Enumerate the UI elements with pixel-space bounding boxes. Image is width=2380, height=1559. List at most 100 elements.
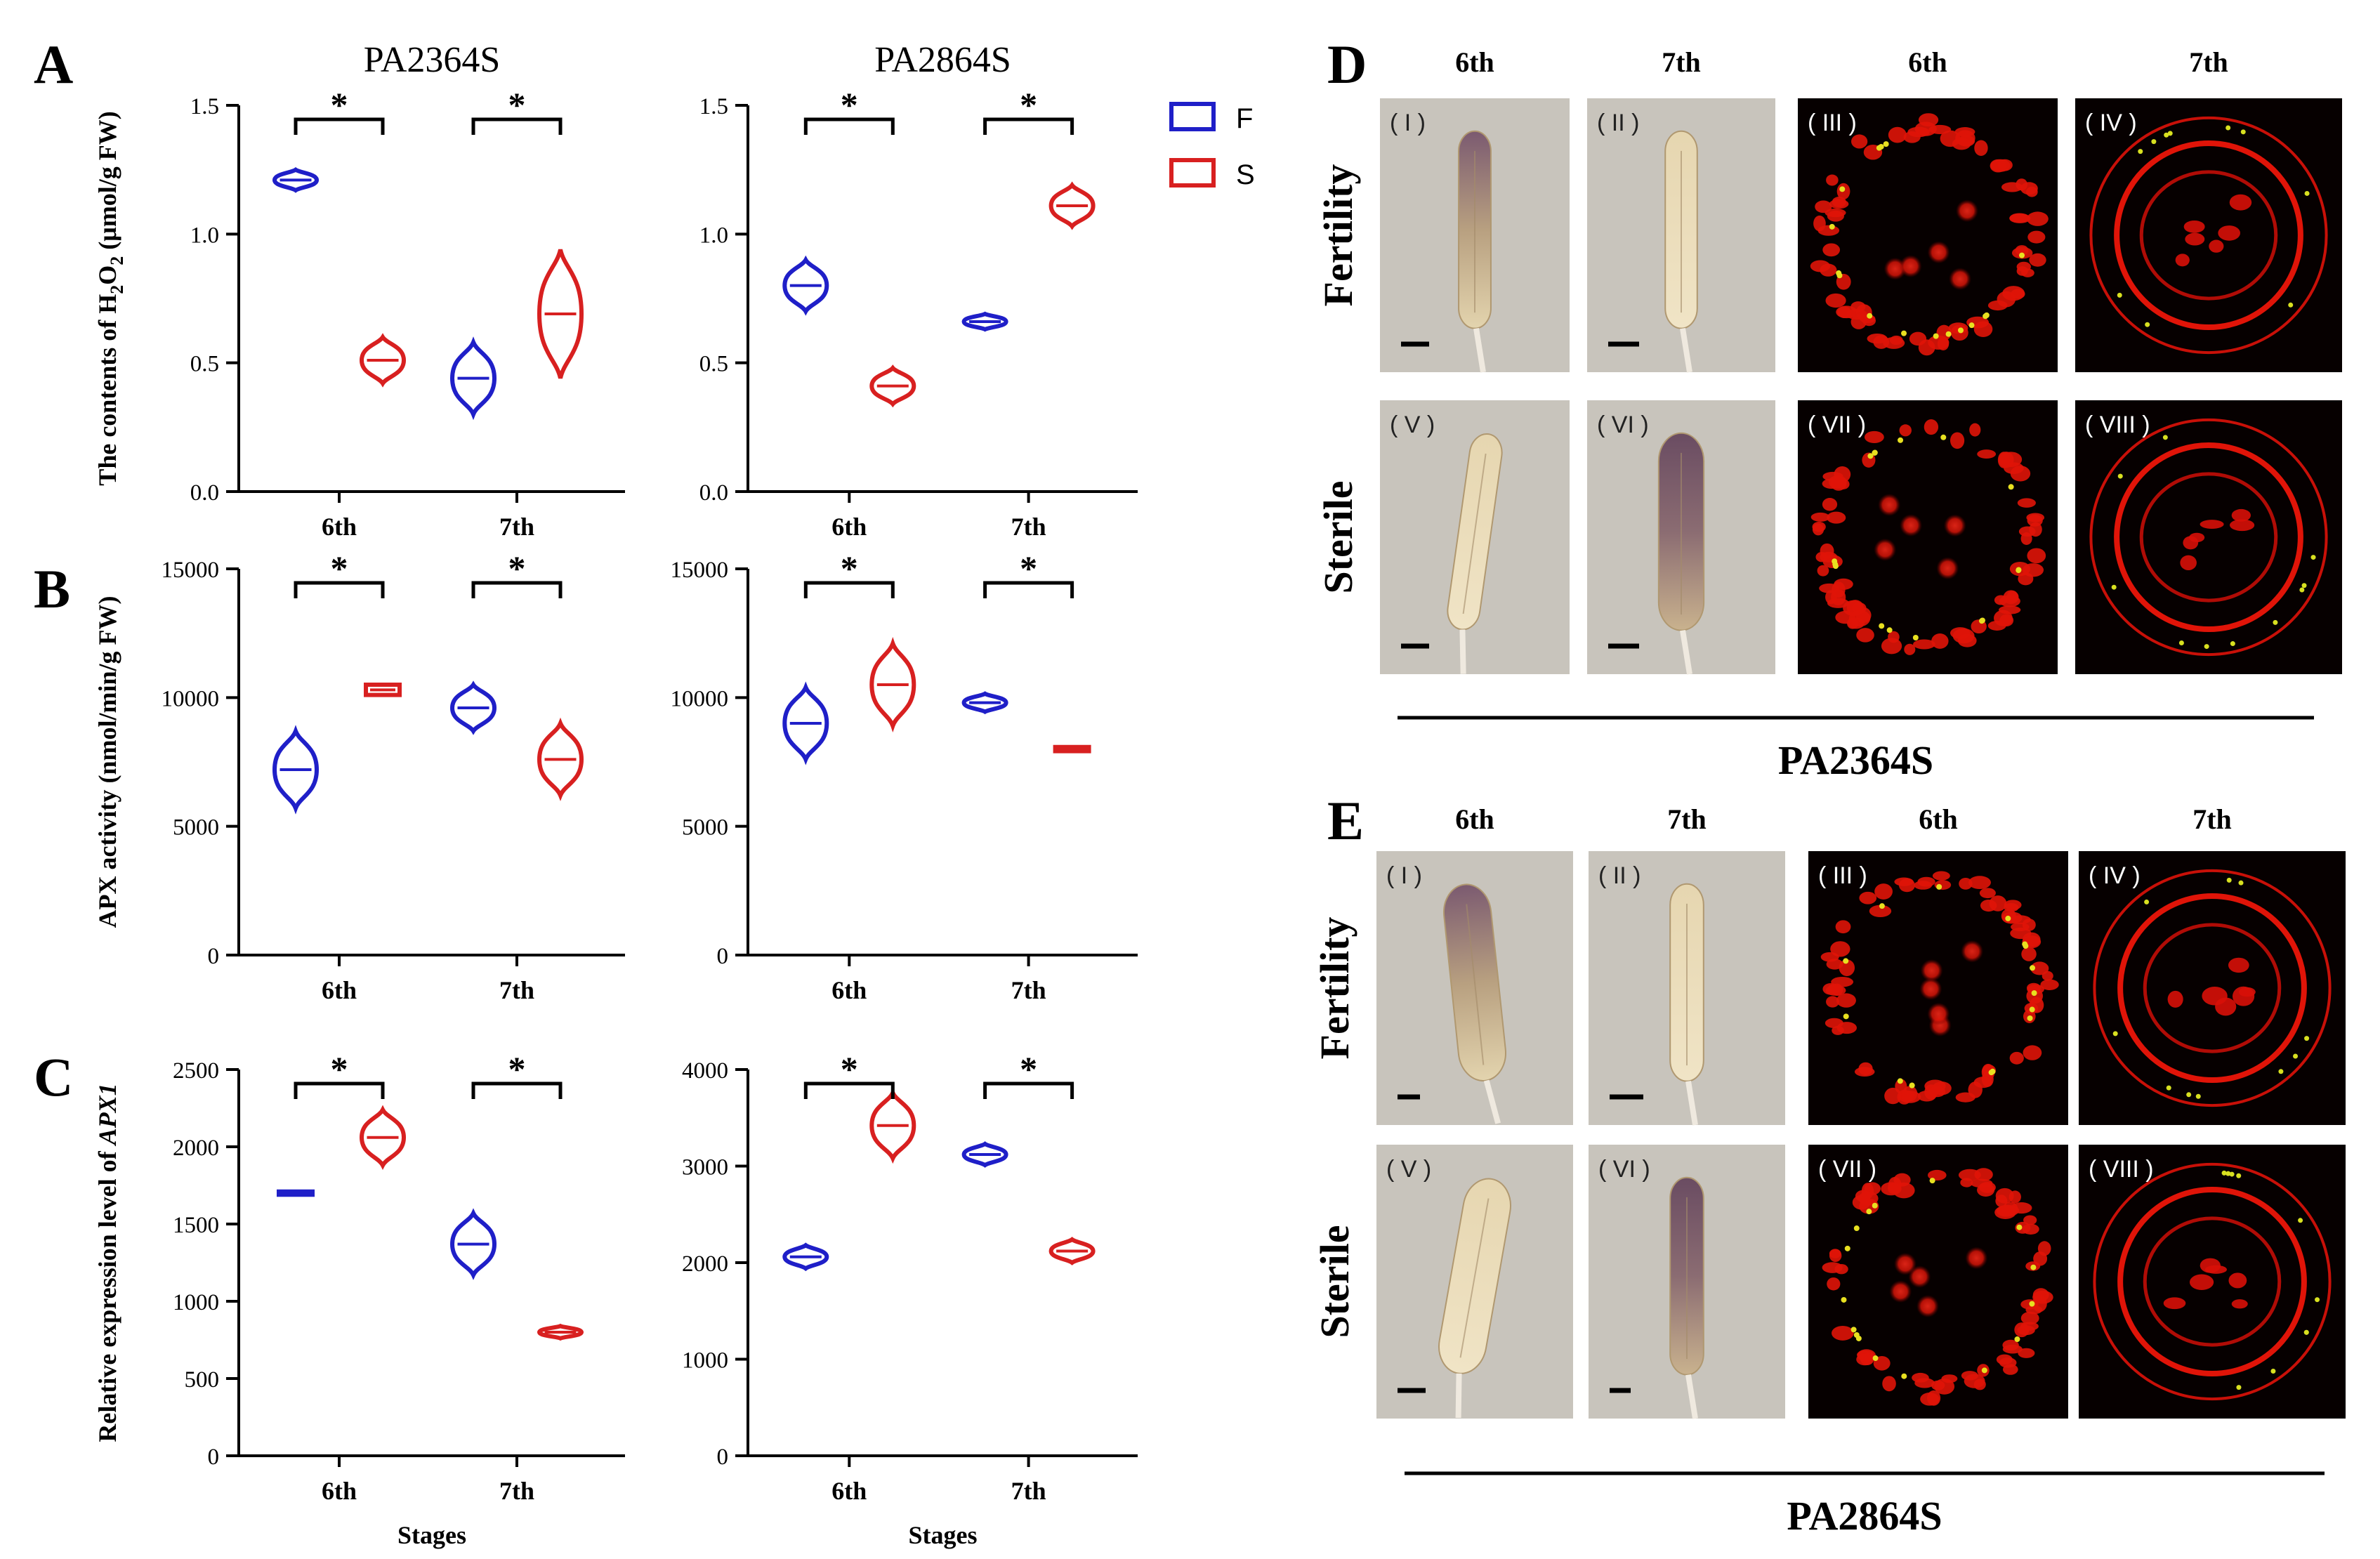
row-label-sterile: Sterile xyxy=(1315,480,1361,593)
chart-title: PA2864S xyxy=(874,40,1011,80)
micrograph-tile: ( III ) xyxy=(1808,851,2068,1125)
y-tick-label: 1000 xyxy=(682,1348,728,1374)
significance-bracket xyxy=(471,581,563,598)
tile-label: ( V ) xyxy=(1390,412,1435,438)
micrograph-tile: ( VII ) xyxy=(1808,1145,2068,1419)
violin-f xyxy=(782,1242,829,1272)
y-tick-label: 0.0 xyxy=(190,480,219,506)
violin-f xyxy=(449,1208,497,1280)
y-tick-label: 5000 xyxy=(682,815,728,841)
panel-letter-a: A xyxy=(34,34,73,95)
significance-star: * xyxy=(1020,1049,1037,1088)
x-tick-label: 7th xyxy=(1011,976,1046,1004)
x-axis-label: Stages xyxy=(397,1521,466,1549)
x-tick-label: 7th xyxy=(1011,1477,1046,1505)
y-tick-label: 10000 xyxy=(671,686,729,711)
x-tick-label: 7th xyxy=(499,1477,534,1505)
chart-apx1-expression-pa2864s: 0 1000 2000 3000 4000 6th 7th Stages * * xyxy=(682,1049,1138,1549)
image-panel-e: 6th 7th 6th 7th Fertility Sterile ( I ) ( II ) (… xyxy=(1312,803,2346,1539)
significance-star: * xyxy=(331,548,348,588)
anther xyxy=(1657,432,1705,675)
column-header: 6th xyxy=(1908,46,1947,78)
micrograph-tile: ( I ) xyxy=(1376,851,1573,1125)
chart-title: PA2364S xyxy=(364,40,501,80)
anther xyxy=(1447,433,1503,674)
panel-letter-b: B xyxy=(34,558,70,619)
panel-letter-d: D xyxy=(1327,34,1367,95)
significance-bracket xyxy=(803,1081,895,1099)
micrograph-tile: ( V ) xyxy=(1380,400,1570,674)
legend-label-f: F xyxy=(1236,103,1253,134)
significance-bracket xyxy=(294,117,385,135)
micrograph-tile: ( VI ) xyxy=(1587,400,1775,675)
y-tick-label: 2000 xyxy=(682,1251,728,1277)
row-label-fertility: Fertility xyxy=(1312,917,1357,1060)
micrograph-tile: ( V ) xyxy=(1376,1145,1573,1419)
x-tick-label: 6th xyxy=(831,976,867,1004)
column-header: 7th xyxy=(1662,46,1701,78)
violin-s xyxy=(359,333,407,388)
x-tick-label: 7th xyxy=(499,976,534,1004)
tile-label: ( V ) xyxy=(1386,1156,1431,1183)
chart-apx-activity-pa2364s: 0 5000 10000 15000 6th 7th APX activity (nmol/… xyxy=(93,548,625,1004)
significance-bracket xyxy=(294,581,385,598)
row-label-fertility: Fertility xyxy=(1315,164,1361,307)
significance-bracket xyxy=(983,581,1074,598)
significance-star: * xyxy=(331,85,348,124)
significance-star: * xyxy=(1020,85,1037,124)
y-tick-label: 0 xyxy=(208,1445,220,1470)
significance-star: * xyxy=(841,1049,858,1088)
column-header: 6th xyxy=(1455,803,1494,835)
violin-s xyxy=(537,249,584,379)
panel-caption: PA2864S xyxy=(1787,1493,1942,1539)
significance-star: * xyxy=(508,1049,526,1088)
chart-h2o2-pa2364s: 0.0 0.5 1.0 1.5 6th 7th PA2364S The contents of… xyxy=(93,40,625,541)
y-tick-label: 0.5 xyxy=(190,352,219,377)
y-axis-label: Relative expression level of APX1 xyxy=(93,1083,121,1442)
x-tick-label: 6th xyxy=(322,513,357,541)
anther xyxy=(1458,130,1492,373)
significance-bracket xyxy=(983,117,1074,135)
y-tick-label: 2000 xyxy=(173,1136,219,1161)
micrograph-tile: ( I ) xyxy=(1380,98,1570,373)
significance-star: * xyxy=(841,85,858,124)
violin-s xyxy=(869,1087,916,1164)
y-tick-label: 2500 xyxy=(173,1058,219,1084)
violin-s xyxy=(364,683,402,697)
significance-bracket xyxy=(471,1081,563,1099)
micrograph-tile: ( VII ) xyxy=(1798,400,2058,674)
violin-f xyxy=(449,336,497,421)
y-tick-label: 4000 xyxy=(682,1058,728,1084)
y-tick-label: 0 xyxy=(717,944,729,969)
y-tick-label: 500 xyxy=(185,1367,220,1393)
image-panel-d: 6th 7th 6th 7th Fertility Sterile ( I ) ( II ) (… xyxy=(1315,46,2342,783)
tile-label: ( I ) xyxy=(1390,110,1426,136)
micrograph-tile: ( IV ) xyxy=(2075,98,2342,372)
x-axis-label: Stages xyxy=(909,1521,978,1549)
tile-label: ( VIII ) xyxy=(2089,1156,2154,1183)
significance-bracket xyxy=(803,581,895,598)
tile-label: ( I ) xyxy=(1386,862,1422,889)
y-tick-label: 0.0 xyxy=(699,480,728,506)
tile-label: ( VII ) xyxy=(1808,412,1866,438)
column-header: 6th xyxy=(1919,803,1958,835)
violin-s xyxy=(1048,181,1096,230)
y-tick-label: 10000 xyxy=(162,686,220,711)
violin-f xyxy=(277,1189,315,1197)
tile-label: ( VII ) xyxy=(1818,1156,1876,1183)
x-tick-label: 6th xyxy=(322,976,357,1004)
significance-star: * xyxy=(508,548,526,588)
tile-label: ( II ) xyxy=(1597,110,1639,136)
violin-f xyxy=(961,311,1008,332)
anther xyxy=(1443,883,1506,1124)
significance-bracket xyxy=(983,1081,1074,1099)
x-tick-label: 6th xyxy=(322,1477,357,1505)
violin-s xyxy=(869,364,916,408)
tile-label: ( IV ) xyxy=(2089,862,2141,889)
x-tick-label: 7th xyxy=(499,513,534,541)
micrograph-tile: ( III ) xyxy=(1798,98,2058,372)
y-tick-label: 1500 xyxy=(173,1213,219,1238)
tile-label: ( VI ) xyxy=(1597,412,1649,438)
